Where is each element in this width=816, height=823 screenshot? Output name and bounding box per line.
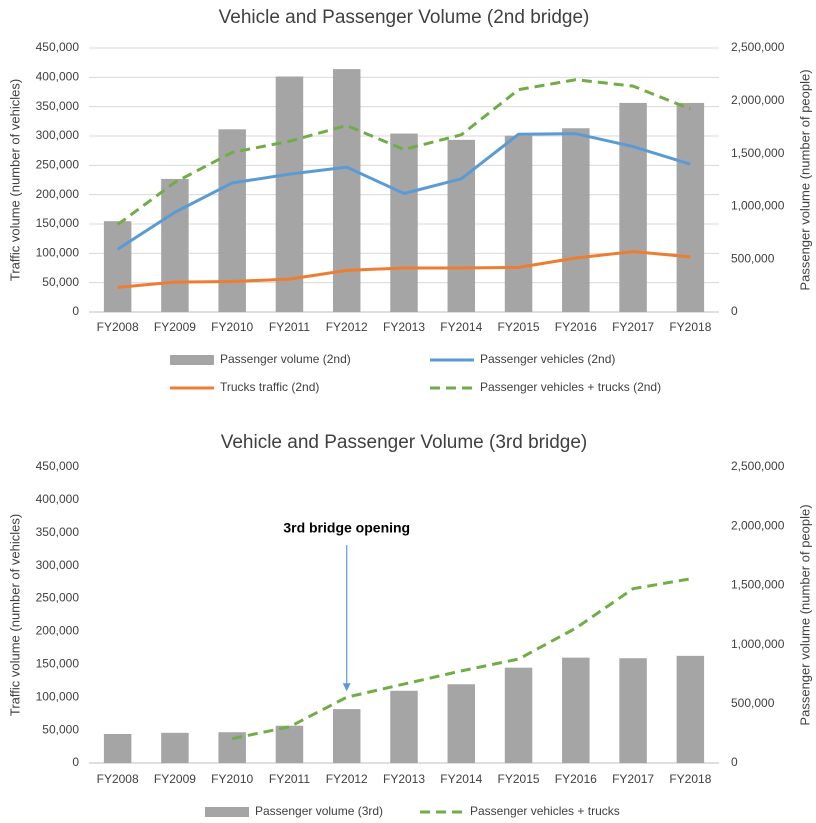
x-tick-label: FY2015 (498, 320, 540, 334)
line-series (117, 250, 691, 289)
y2-tick-label: 500,000 (731, 696, 775, 710)
line-series (231, 577, 691, 741)
legend-swatch (170, 355, 214, 365)
bar (504, 135, 533, 312)
bar (103, 733, 132, 763)
y-tick-label: 0 (72, 755, 79, 769)
y2-tick-label: 2,500,000 (731, 40, 785, 54)
bar (504, 667, 533, 763)
x-tick-label: FY2010 (211, 320, 253, 334)
x-tick-label: FY2008 (97, 320, 139, 334)
y-tick-label: 450,000 (36, 40, 80, 54)
x-tick-label: FY2010 (211, 772, 253, 786)
bar (332, 709, 361, 763)
x-tick-label: FY2013 (383, 320, 425, 334)
bar (562, 128, 590, 312)
bar (676, 102, 705, 312)
y-tick-label: 450,000 (36, 459, 80, 473)
y-tick-label: 350,000 (36, 525, 80, 539)
x-tick-label: FY2015 (498, 772, 540, 786)
legend-swatch (205, 807, 249, 817)
chart-title: Vehicle and Passenger Volume (3rd bridge… (221, 432, 588, 453)
legend-label: Passenger vehicles + trucks (2nd) (480, 380, 661, 394)
bar (676, 655, 705, 763)
bar (447, 684, 476, 763)
y2-tick-label: 0 (731, 304, 738, 318)
y2-tick-label: 2,500,000 (731, 459, 785, 473)
x-tick-label: FY2009 (154, 772, 196, 786)
legend-label: Trucks traffic (2nd) (220, 380, 319, 394)
y2-tick-label: 2,000,000 (731, 93, 785, 107)
y-tick-label: 150,000 (36, 657, 80, 671)
y-tick-label: 400,000 (36, 492, 80, 506)
x-tick-label: FY2017 (612, 772, 654, 786)
legend-label: Passenger volume (3rd) (255, 804, 383, 818)
y-tick-label: 250,000 (36, 158, 80, 172)
bar (275, 76, 304, 313)
y-tick-label: 200,000 (36, 624, 80, 638)
x-tick-label: FY2012 (326, 320, 368, 334)
y2-axis-label: Passenger volume (number of people) (797, 504, 812, 725)
y2-tick-label: 2,000,000 (731, 518, 785, 532)
y-tick-label: 200,000 (36, 187, 80, 201)
x-tick-label: FY2009 (154, 320, 196, 334)
y2-tick-label: 0 (731, 755, 738, 769)
bar (619, 102, 647, 312)
y-axis-label: Traffic volume (number of vehicles) (7, 514, 22, 716)
chart: Vehicle and Passenger Volume (3rd bridge… (7, 432, 812, 818)
chart: Vehicle and Passenger Volume (2nd bridge… (7, 7, 812, 394)
legend-label: Passenger volume (2nd) (220, 352, 351, 366)
y2-tick-label: 1,000,000 (731, 637, 785, 651)
bar (332, 69, 361, 313)
y-tick-label: 50,000 (42, 275, 79, 289)
bar (161, 732, 189, 763)
x-tick-label: FY2018 (669, 320, 711, 334)
x-tick-label: FY2011 (269, 772, 310, 786)
x-tick-label: FY2018 (669, 772, 711, 786)
y-tick-label: 300,000 (36, 128, 80, 142)
bar (390, 690, 418, 763)
y2-tick-label: 1,500,000 (731, 578, 785, 592)
y2-axis-label: Passenger volume (number of people) (797, 69, 812, 290)
y-tick-label: 150,000 (36, 216, 80, 230)
y-tick-label: 100,000 (36, 246, 80, 260)
annotation: 3rd bridge opening (283, 520, 410, 536)
annotation-arrowhead (342, 683, 351, 692)
bar (562, 657, 590, 763)
y-tick-label: 50,000 (42, 722, 79, 736)
bar (275, 725, 304, 763)
legend-label: Passenger vehicles + trucks (470, 804, 620, 818)
x-tick-label: FY2012 (326, 772, 368, 786)
x-tick-label: FY2008 (97, 772, 139, 786)
chart-title: Vehicle and Passenger Volume (2nd bridge… (219, 7, 590, 28)
y-tick-label: 350,000 (36, 99, 80, 113)
y2-tick-label: 1,000,000 (731, 199, 785, 213)
x-tick-label: FY2011 (269, 320, 310, 334)
y-axis-label: Traffic volume (number of vehicles) (7, 79, 22, 281)
y-tick-label: 400,000 (36, 70, 80, 84)
bar (619, 658, 647, 763)
x-tick-label: FY2017 (612, 320, 654, 334)
bar (447, 139, 476, 312)
x-tick-label: FY2016 (555, 320, 597, 334)
y2-tick-label: 1,500,000 (731, 146, 785, 160)
x-tick-label: FY2016 (555, 772, 597, 786)
y-tick-label: 250,000 (36, 591, 80, 605)
bar (218, 129, 246, 312)
x-tick-label: FY2014 (440, 772, 482, 786)
line-series (116, 132, 691, 251)
x-tick-label: FY2014 (440, 320, 482, 334)
y2-tick-label: 500,000 (731, 251, 775, 265)
y-tick-label: 100,000 (36, 689, 80, 703)
bar (161, 178, 189, 312)
x-tick-label: FY2013 (383, 772, 425, 786)
y-tick-label: 300,000 (36, 558, 80, 572)
bar (390, 133, 418, 312)
legend-label: Passenger vehicles (2nd) (480, 352, 615, 366)
line-series (116, 78, 691, 226)
y-tick-label: 0 (72, 304, 79, 318)
bar (103, 221, 132, 312)
